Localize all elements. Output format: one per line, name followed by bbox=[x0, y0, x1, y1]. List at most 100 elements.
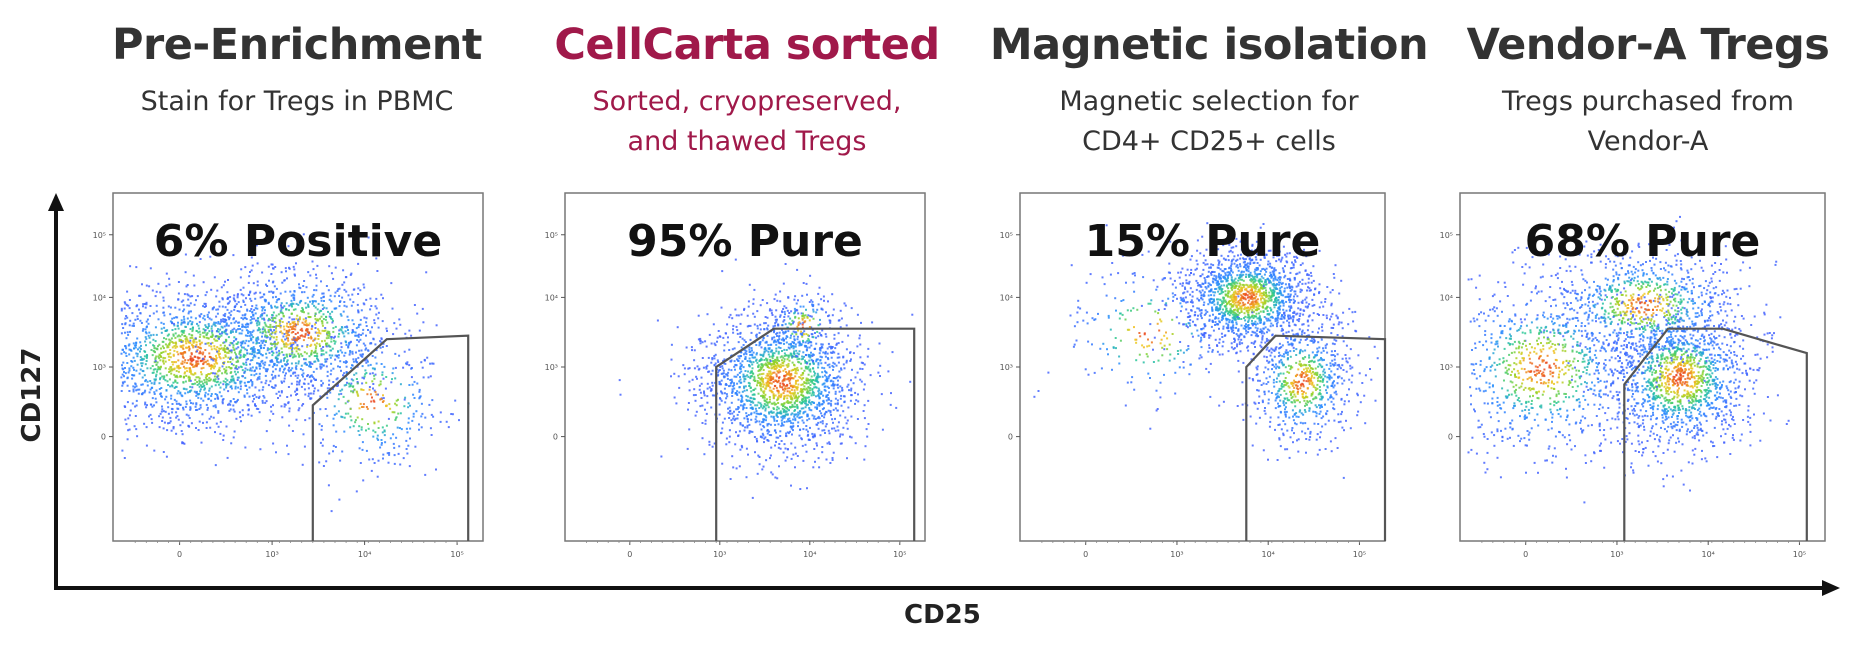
event-dot bbox=[825, 375, 828, 378]
event-dot bbox=[270, 405, 272, 408]
event-dot bbox=[239, 328, 242, 330]
event-dot bbox=[827, 377, 830, 380]
event-dot bbox=[225, 328, 228, 331]
event-dot bbox=[746, 400, 749, 402]
event-dot bbox=[326, 396, 329, 399]
event-dot bbox=[253, 393, 256, 396]
event-dot bbox=[763, 359, 766, 361]
event-dot bbox=[321, 324, 324, 327]
event-dot bbox=[820, 390, 823, 393]
event-dot bbox=[786, 408, 789, 411]
event-dot bbox=[795, 372, 798, 375]
event-dot bbox=[229, 400, 232, 402]
event-dot bbox=[774, 444, 776, 447]
event-dot bbox=[776, 399, 779, 402]
event-dot bbox=[706, 387, 709, 390]
event-dot bbox=[237, 328, 240, 331]
event-dot bbox=[710, 406, 713, 409]
event-dot bbox=[242, 353, 245, 356]
event-dot bbox=[184, 334, 187, 337]
event-dot bbox=[322, 438, 324, 441]
event-dot bbox=[379, 380, 382, 383]
event-dot bbox=[297, 399, 300, 401]
event-dot bbox=[776, 356, 779, 359]
event-dot bbox=[381, 373, 384, 376]
event-dot bbox=[291, 350, 294, 353]
event-dot bbox=[189, 399, 192, 402]
event-dot bbox=[197, 362, 200, 365]
event-dot bbox=[673, 396, 676, 399]
event-dot bbox=[407, 421, 410, 424]
event-dot bbox=[182, 347, 185, 350]
event-dot bbox=[306, 345, 309, 348]
event-dot bbox=[266, 349, 269, 352]
event-dot bbox=[320, 366, 323, 369]
event-dot bbox=[284, 338, 287, 341]
event-dot bbox=[297, 409, 300, 412]
event-dot bbox=[223, 368, 226, 371]
event-dot bbox=[756, 472, 759, 475]
event-dot bbox=[362, 389, 365, 391]
event-dot bbox=[735, 467, 738, 470]
event-dot bbox=[172, 426, 175, 428]
event-dot bbox=[813, 434, 816, 437]
event-dot bbox=[152, 344, 155, 347]
event-dot bbox=[144, 303, 146, 305]
event-dot bbox=[313, 300, 316, 303]
event-dot bbox=[373, 322, 376, 325]
event-dot bbox=[258, 350, 261, 353]
event-dot bbox=[151, 397, 154, 400]
event-dot bbox=[760, 405, 763, 408]
event-dot bbox=[185, 367, 188, 370]
event-dot bbox=[185, 413, 188, 416]
event-dot bbox=[360, 349, 363, 352]
event-dot bbox=[779, 435, 782, 437]
event-dot bbox=[310, 336, 313, 339]
event-dot bbox=[291, 356, 294, 359]
event-dot bbox=[224, 330, 227, 333]
event-dot bbox=[407, 417, 410, 420]
event-dot bbox=[224, 377, 227, 380]
event-dot bbox=[840, 368, 843, 371]
event-dot bbox=[788, 359, 791, 362]
event-dot bbox=[207, 311, 210, 314]
event-dot bbox=[381, 431, 384, 434]
event-dot bbox=[798, 376, 801, 378]
event-dot bbox=[285, 353, 288, 356]
event-dot bbox=[811, 435, 814, 438]
event-dot bbox=[369, 330, 372, 333]
event-dot bbox=[343, 372, 346, 375]
event-dot bbox=[231, 375, 234, 378]
event-dot bbox=[250, 256, 253, 259]
event-dot bbox=[266, 285, 269, 287]
event-dot bbox=[153, 404, 155, 407]
event-dot bbox=[251, 366, 254, 369]
event-dot bbox=[830, 356, 833, 359]
event-dot bbox=[795, 399, 797, 402]
event-dot bbox=[176, 376, 179, 379]
event-dot bbox=[716, 340, 718, 343]
event-dot bbox=[744, 341, 747, 343]
event-dot bbox=[724, 362, 727, 365]
event-dot bbox=[842, 363, 845, 366]
event-dot bbox=[292, 336, 295, 339]
event-dot bbox=[384, 387, 387, 390]
event-dot bbox=[363, 375, 366, 378]
event-dot bbox=[133, 344, 136, 347]
event-dot bbox=[775, 365, 778, 368]
event-dot bbox=[283, 328, 286, 331]
event-dot bbox=[398, 427, 401, 429]
event-dot bbox=[274, 317, 277, 320]
event-dot bbox=[167, 422, 169, 425]
event-dot bbox=[173, 345, 176, 348]
event-dot bbox=[360, 309, 363, 312]
plot-frame bbox=[112, 192, 484, 542]
event-dot bbox=[274, 305, 276, 308]
event-dot bbox=[205, 403, 208, 406]
event-dot bbox=[154, 368, 157, 371]
event-dot bbox=[208, 365, 211, 368]
event-dot bbox=[792, 347, 795, 350]
event-dot bbox=[816, 330, 819, 333]
event-dot bbox=[743, 307, 746, 310]
event-dot bbox=[294, 333, 297, 335]
